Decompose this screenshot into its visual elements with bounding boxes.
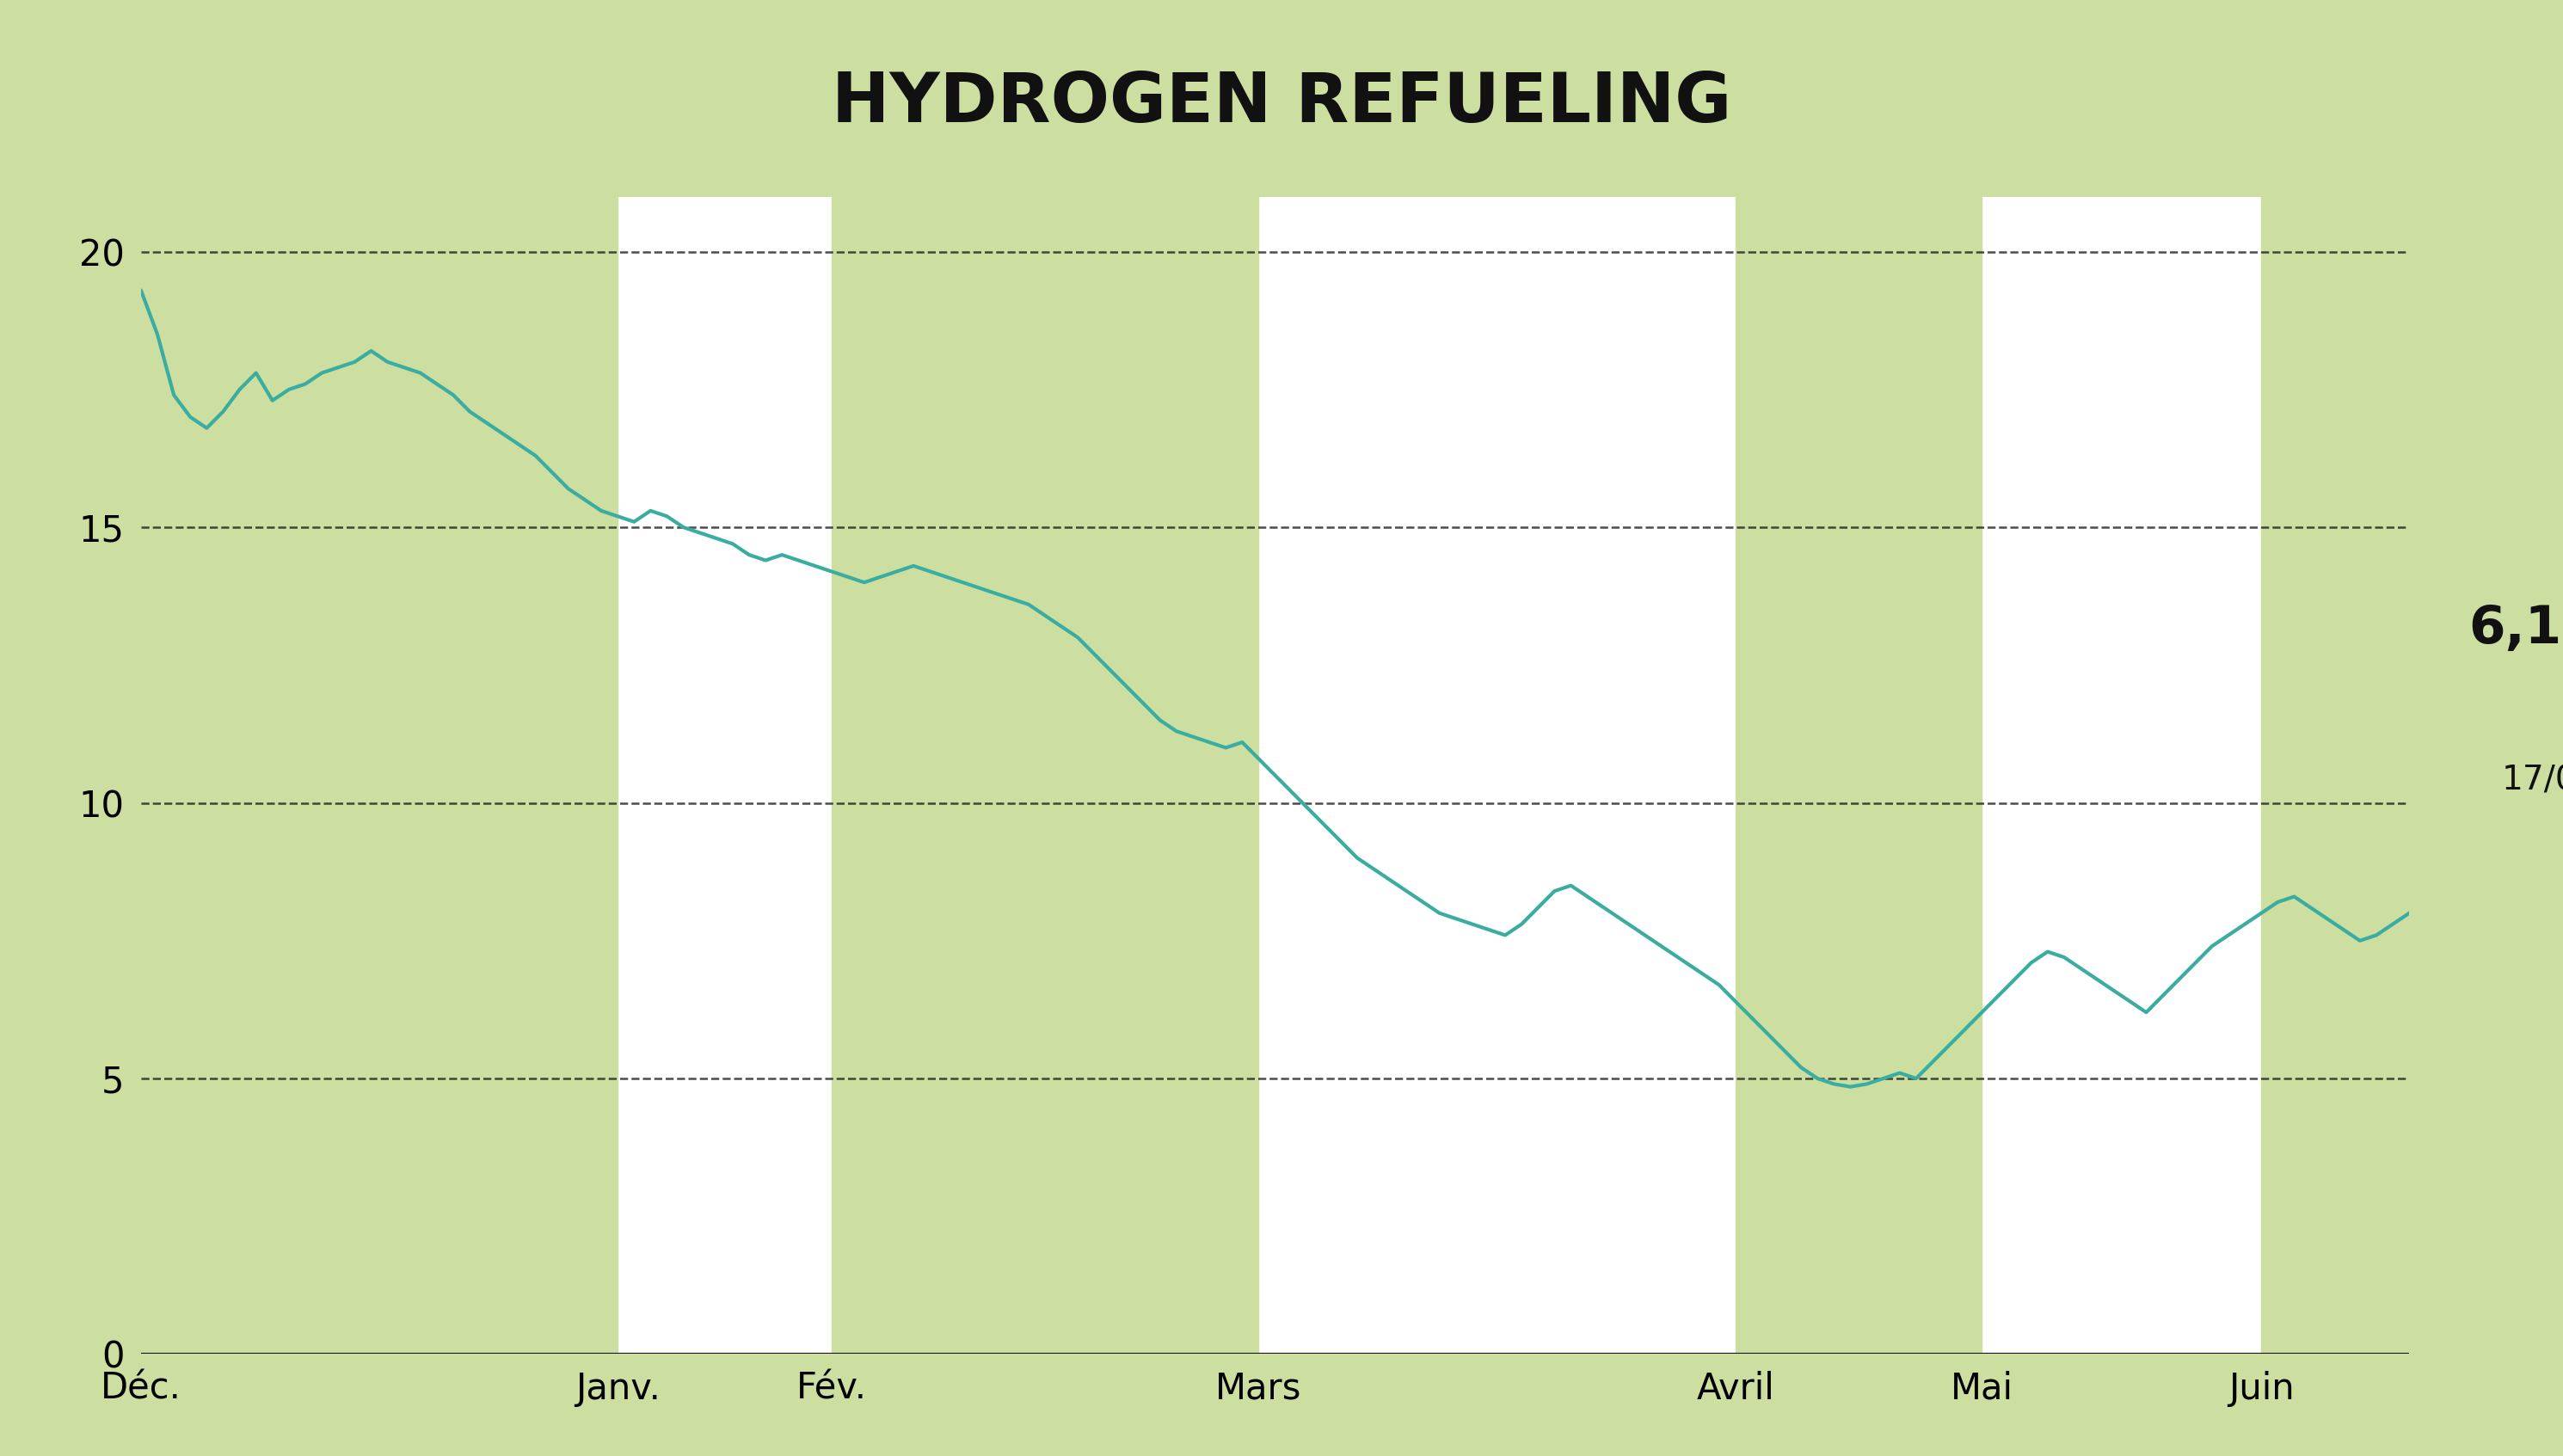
Bar — [1735, 197, 1981, 1354]
Bar — [830, 197, 1258, 1354]
Bar — [141, 197, 618, 1354]
Text: 6,13: 6,13 — [2468, 603, 2563, 654]
Text: HYDROGEN REFUELING: HYDROGEN REFUELING — [830, 70, 1733, 137]
Bar — [2261, 197, 2409, 1354]
Text: 17/06: 17/06 — [2501, 764, 2563, 796]
